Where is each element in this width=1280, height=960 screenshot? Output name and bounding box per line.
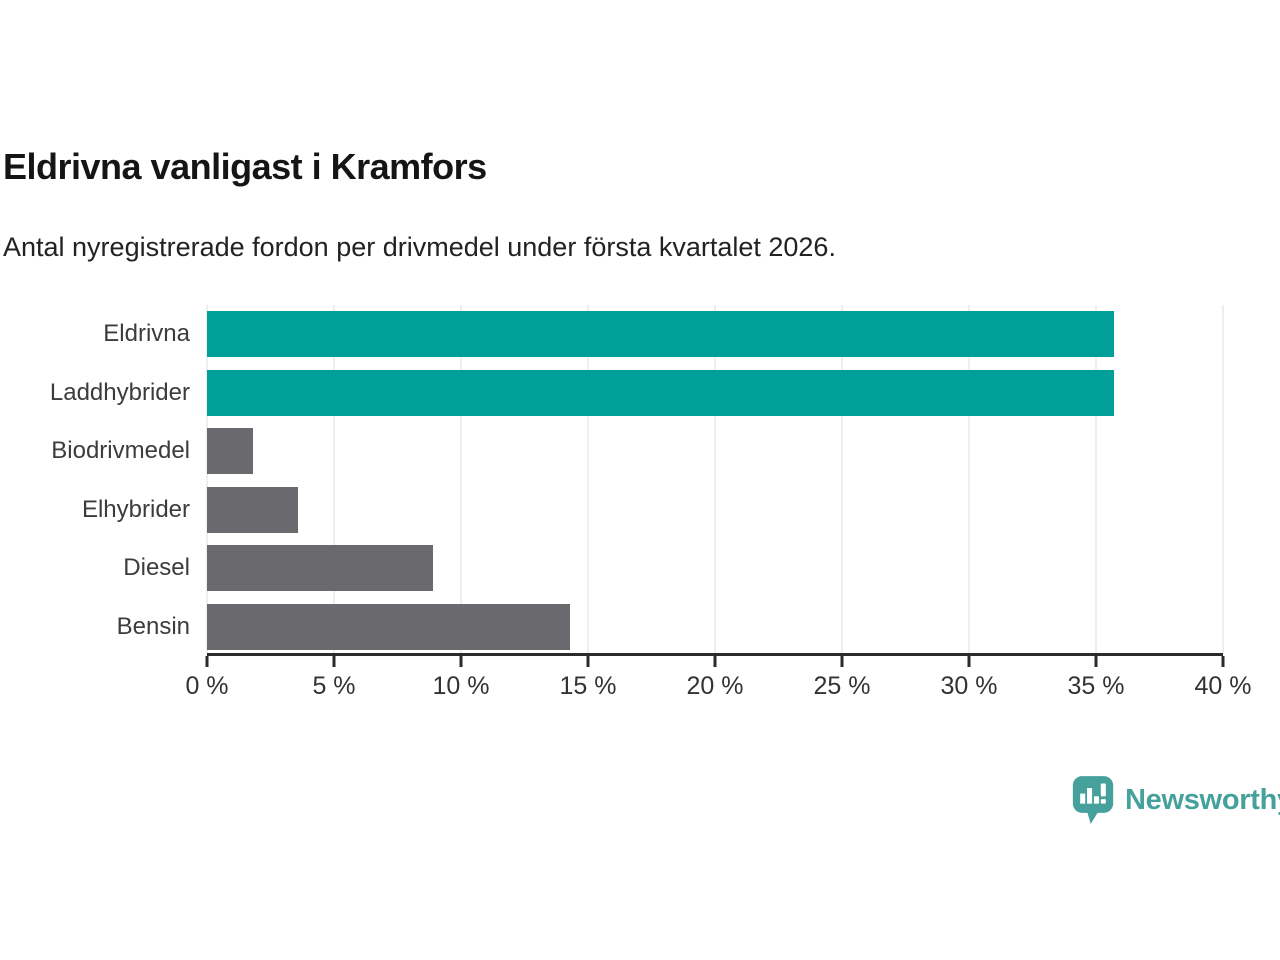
- chart-subtitle: Antal nyregistrerade fordon per drivmede…: [3, 232, 836, 262]
- category-label: Diesel: [123, 554, 190, 581]
- gridline: [714, 305, 716, 653]
- chart-title: Eldrivna vanligast i Kramfors: [3, 146, 487, 187]
- gridline: [587, 305, 589, 653]
- axis-tick: [840, 656, 844, 667]
- axis-tick-label: 35 %: [1067, 672, 1125, 700]
- axis-tick: [586, 656, 590, 667]
- bar-row: Diesel: [123, 539, 1223, 598]
- bar-row: Biodrivmedel: [51, 422, 1223, 481]
- axis-tick: [332, 656, 336, 667]
- x-axis: 0 % 5 % 10 % 15 % 20 % 25 % 30 % 35 % 40…: [185, 656, 1251, 716]
- category-label: Elhybrider: [81, 495, 190, 523]
- gridline: [1095, 305, 1097, 653]
- axis-tick-label: 5 %: [312, 672, 356, 700]
- newsworthy-logo: Newsworthy: [1071, 775, 1280, 825]
- bar-row: Elhybrider: [82, 481, 1223, 540]
- newsworthy-speech-bubble-chart-icon: [1071, 775, 1115, 825]
- axis-tick: [713, 656, 717, 667]
- axis-tick-label: 30 %: [940, 672, 998, 700]
- axis-tick: [1094, 656, 1098, 667]
- bar-eldrivna: [207, 311, 1114, 357]
- axis-tick-label: 10 %: [432, 672, 490, 700]
- category-label: Biodrivmedel: [51, 437, 190, 464]
- gridline: [333, 305, 335, 653]
- axis-tick-label: 40 %: [1194, 672, 1252, 700]
- gridline: [841, 305, 843, 653]
- axis-tick-label: 15 %: [559, 672, 617, 700]
- axis-tick: [459, 656, 463, 667]
- bar-row: Laddhybrider: [50, 364, 1223, 423]
- gridline: [206, 305, 208, 653]
- axis-tick-label: 25 %: [813, 672, 871, 700]
- axis-tick-label: 20 %: [686, 672, 744, 700]
- category-label: Laddhybrider: [49, 378, 190, 406]
- axis-tick: [205, 656, 209, 667]
- bar-diesel: [207, 545, 434, 591]
- category-label: Bensin: [116, 612, 190, 640]
- gridline: [968, 305, 970, 653]
- bar-row: Bensin: [117, 598, 1223, 657]
- bar-row: Eldrivna: [103, 305, 1223, 364]
- bar-laddhybrider: [207, 369, 1114, 416]
- axis-tick-label: 0 %: [185, 672, 229, 700]
- axis-tick: [967, 656, 971, 667]
- bar-elhybrider: [207, 486, 299, 533]
- gridline: [1222, 305, 1224, 653]
- bar-biodrivmedel: [207, 428, 253, 474]
- newsworthy-logo-text: Newsworthy: [1125, 783, 1280, 816]
- category-label: Eldrivna: [103, 320, 190, 347]
- bar-chart: Eldrivna Laddhybrider Biodrivmedel Elhyb…: [0, 305, 1251, 716]
- bar-bensin: [207, 603, 571, 650]
- plot-area: Eldrivna Laddhybrider Biodrivmedel Elhyb…: [50, 305, 1224, 657]
- axis-tick: [1221, 656, 1225, 667]
- gridline: [460, 305, 462, 653]
